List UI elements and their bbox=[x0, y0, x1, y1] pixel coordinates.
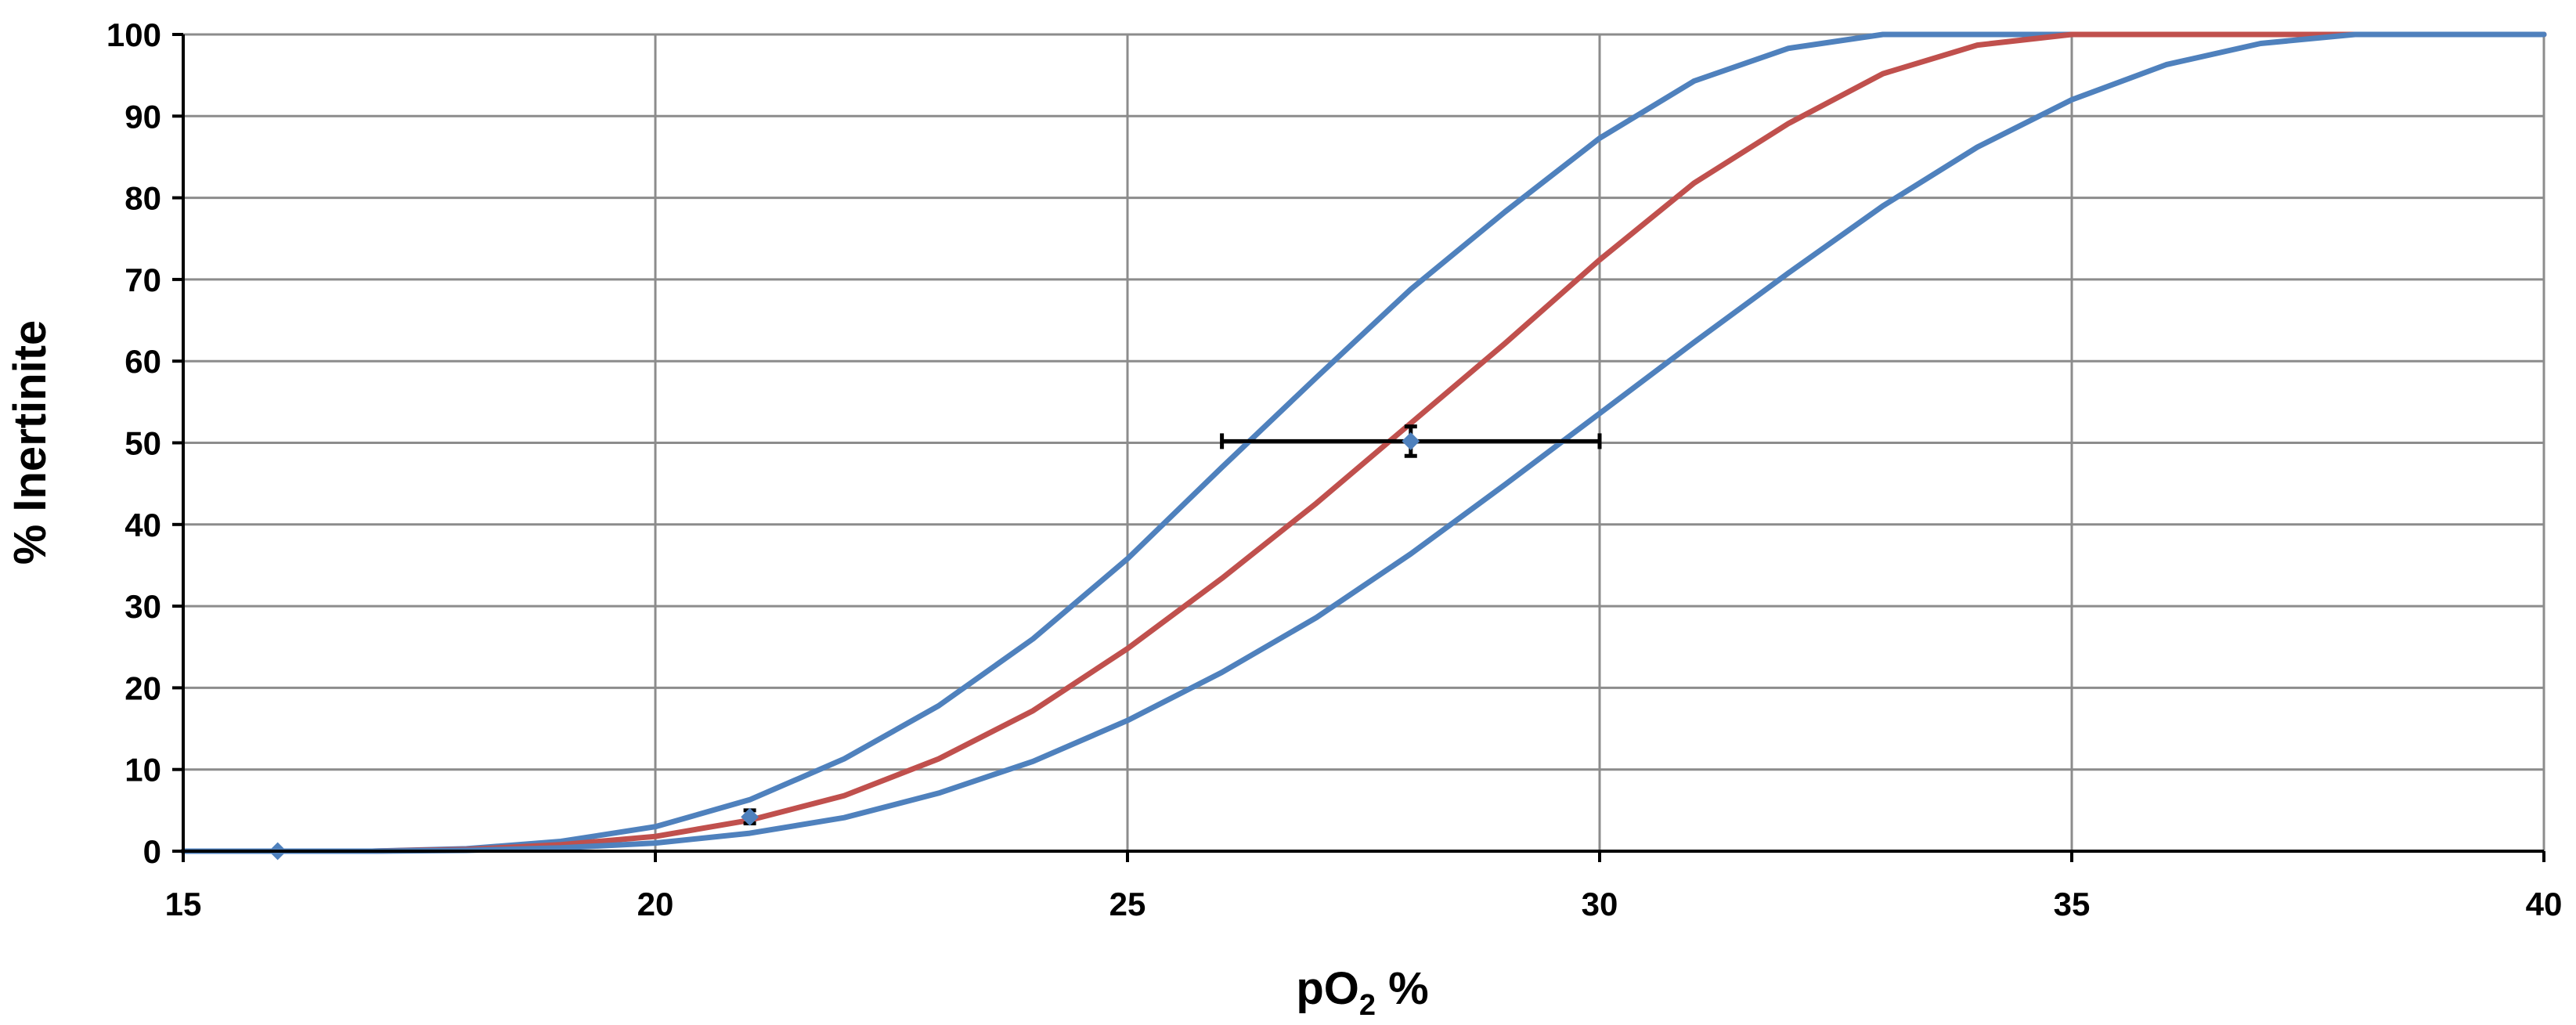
series-line-2 bbox=[180, 31, 2547, 854]
x-tick-label: 15 bbox=[165, 886, 202, 922]
y-tick-label: 30 bbox=[124, 588, 161, 625]
y-tick-label: 40 bbox=[124, 507, 161, 543]
series-line-3 bbox=[180, 31, 2547, 854]
axes bbox=[172, 33, 2545, 862]
y-tick-label: 0 bbox=[143, 833, 161, 870]
y-tick-label: 50 bbox=[124, 425, 161, 462]
data-point-marker-2 bbox=[741, 807, 759, 826]
y-tick-label: 100 bbox=[106, 16, 161, 53]
y-axis-title: % Inertinite bbox=[5, 320, 56, 565]
y-tick-label: 60 bbox=[124, 343, 161, 380]
x-axis-title: pO2 % bbox=[1296, 963, 1428, 1022]
tick-labels: 0 10 20 30 40 50 60 70 80 90 100 15 20 25 30 35 40 bbox=[106, 16, 2562, 922]
x-axis-title-subscript: 2 bbox=[1359, 989, 1376, 1022]
x-tick-label: 35 bbox=[2054, 886, 2091, 922]
y-tick-label: 70 bbox=[124, 262, 161, 298]
y-tick-label: 80 bbox=[124, 180, 161, 217]
y-tick-label: 90 bbox=[124, 98, 161, 135]
data-point-marker-3 bbox=[1402, 431, 1420, 450]
x-tick-label: 20 bbox=[637, 886, 674, 922]
x-tick-label: 30 bbox=[1582, 886, 1618, 922]
series-lines bbox=[180, 31, 2547, 854]
y-tick-label: 10 bbox=[124, 752, 161, 789]
x-tick-label: 40 bbox=[2526, 886, 2563, 922]
data-points bbox=[269, 424, 1602, 861]
x-axis-title-main: pO bbox=[1296, 963, 1359, 1014]
x-tick-label: 25 bbox=[1109, 886, 1146, 922]
x-axis-title-suffix: % bbox=[1376, 963, 1429, 1014]
y-tick-label: 20 bbox=[124, 669, 161, 706]
